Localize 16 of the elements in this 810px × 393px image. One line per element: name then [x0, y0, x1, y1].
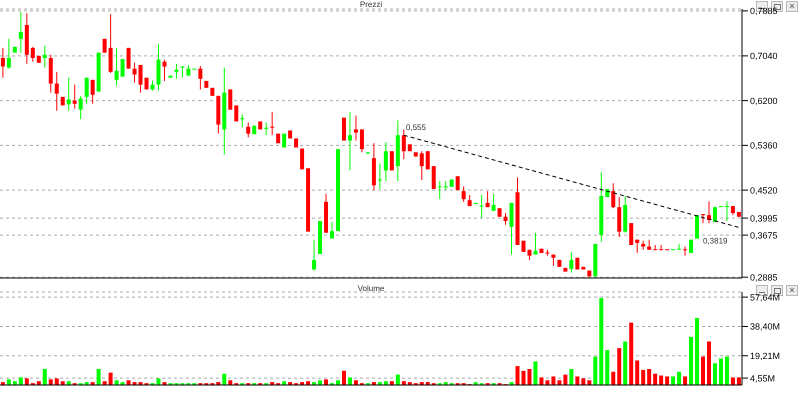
y-tick-label: 0,4520 [750, 185, 778, 196]
data-label: 0,555 [406, 123, 426, 132]
y-tick-label: 4,55M [750, 373, 776, 384]
y-tick-label: 0,7885 [750, 6, 778, 16]
y-tick-label: 0,6200 [750, 96, 778, 106]
chart-title: Prezzi [358, 0, 384, 9]
y-tick-label: 0,5360 [750, 140, 778, 151]
y-tick-label: 57,64M [750, 292, 780, 302]
data-label: 0,3819 [703, 236, 728, 246]
y-tick-label: 0,7040 [750, 51, 778, 62]
chart-title: Volume [356, 284, 386, 293]
y-tick-label: 0,2885 [750, 272, 778, 282]
y-tick-label: 0,3995 [750, 213, 778, 224]
y-tick-label: 19,21M [750, 350, 780, 361]
y-tick-label: 0,3675 [750, 230, 778, 240]
y-tick-label: 38,40M [750, 322, 780, 332]
